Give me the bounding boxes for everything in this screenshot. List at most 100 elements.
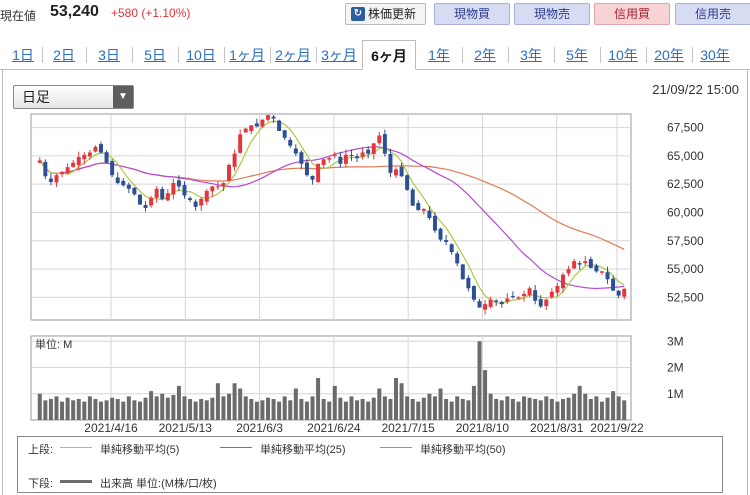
volume-bar <box>366 401 371 420</box>
date-axis-label: 2021/5/13 <box>159 421 213 435</box>
tab-period[interactable]: 5日 <box>144 47 166 63</box>
candle-body <box>188 198 193 201</box>
margin-sell-button[interactable]: 信用売 <box>675 3 750 25</box>
candle-body <box>360 152 365 157</box>
volume-bar <box>455 396 460 420</box>
candle-body <box>165 193 170 201</box>
date-axis-label: 2021/7/15 <box>381 421 435 435</box>
candle-body <box>82 154 87 160</box>
price-change: +580 (+1.10%) <box>111 6 191 20</box>
volume-bar <box>483 370 488 420</box>
tab-separator <box>554 47 555 63</box>
volume-bar <box>527 397 532 420</box>
candle-body <box>87 152 92 157</box>
current-price-label: 現在値 <box>0 9 37 23</box>
candle-body <box>577 263 582 265</box>
volume-bar <box>510 399 515 420</box>
chevron-down-icon: ▼ <box>113 86 133 108</box>
volume-bar <box>494 399 499 420</box>
volume-bar <box>522 396 527 420</box>
candle-body <box>232 153 237 167</box>
price-axis-label: 55,000 <box>667 262 704 276</box>
volume-bar <box>154 396 159 420</box>
volume-bar <box>427 393 432 420</box>
volume-bar <box>410 399 415 420</box>
candle-body <box>265 115 270 120</box>
volume-bar <box>588 399 593 420</box>
candle-body <box>215 186 220 188</box>
tab-period[interactable]: 1ヶ月 <box>229 47 265 63</box>
margin-buy-button[interactable]: 信用買 <box>594 3 670 25</box>
tab-period[interactable]: 30年 <box>700 47 730 63</box>
volume-bar <box>182 396 187 420</box>
tab-separator <box>462 47 463 63</box>
candle-body <box>549 291 554 298</box>
date-axis-label: 2021/6/24 <box>307 421 361 435</box>
interval-select[interactable]: 日足 ▼ <box>13 85 134 109</box>
volume-bar <box>416 401 421 420</box>
volume-bar <box>126 396 131 420</box>
spot-buy-button[interactable]: 現物買 <box>434 3 510 25</box>
volume-bar <box>115 399 120 420</box>
volume-bar <box>254 401 259 420</box>
tab-period[interactable]: 10日 <box>186 47 216 63</box>
candle-body <box>355 156 360 159</box>
tab-separator <box>600 47 601 63</box>
candle-body <box>583 261 588 264</box>
tab-period[interactable]: 3ヶ月 <box>321 47 357 63</box>
volume-bar <box>349 396 354 420</box>
volume-bar <box>43 400 48 420</box>
tab-separator <box>646 47 647 63</box>
candle-body <box>43 161 48 177</box>
volume-bar <box>199 399 204 420</box>
tab-period[interactable]: 2ヶ月 <box>275 47 311 63</box>
tab-period[interactable]: 3日 <box>98 47 120 63</box>
spot-sell-button[interactable]: 現物売 <box>514 3 590 25</box>
volume-bar <box>616 396 621 420</box>
candle-body <box>288 139 293 146</box>
price-axis-label: 62,500 <box>667 177 704 191</box>
tab-separator <box>42 47 43 63</box>
date-axis-label: 2021/8/31 <box>530 421 584 435</box>
volume-bar <box>121 401 126 420</box>
candle-body <box>594 265 599 272</box>
volume-bar <box>505 396 510 420</box>
candle-body <box>332 154 337 156</box>
candle-body <box>293 148 298 154</box>
volume-unit-label: 単位: M <box>35 337 72 351</box>
volume-bar <box>399 383 404 420</box>
volume-bar <box>355 400 360 420</box>
candle-body <box>110 161 115 176</box>
volume-bar <box>193 401 198 420</box>
volume-bar <box>232 383 237 420</box>
candle-body <box>210 186 215 192</box>
volume-bar <box>210 397 215 420</box>
volume-bar <box>82 401 87 420</box>
candle-body <box>588 259 593 268</box>
volume-bar <box>171 395 176 420</box>
update-price-button[interactable]: ↻ 株価更新 <box>345 3 426 25</box>
volume-axis-label: 3M <box>667 334 684 348</box>
price-header: 現在値 53,240 +580 (+1.10%) ↻ 株価更新 現物買 現物売 … <box>0 0 750 32</box>
volume-bar <box>572 393 577 420</box>
price-axis-label: 57,500 <box>667 234 704 248</box>
tab-period[interactable]: 20年 <box>654 47 684 63</box>
legend-ma5-line <box>60 447 92 448</box>
tab-period[interactable]: 6ヶ月 <box>362 40 416 70</box>
candle-body <box>132 187 137 195</box>
tab-period[interactable]: 5年 <box>566 47 588 63</box>
tab-period[interactable]: 1日 <box>12 47 34 63</box>
tab-period[interactable]: 2年 <box>474 47 496 63</box>
tab-period[interactable]: 10年 <box>608 47 638 63</box>
price-axis-label: 65,000 <box>667 149 704 163</box>
candle-body <box>382 134 387 154</box>
candle-body <box>227 164 232 181</box>
volume-bar <box>54 396 59 420</box>
volume-bar <box>549 399 554 420</box>
tab-period[interactable]: 1年 <box>428 47 450 63</box>
tab-period[interactable]: 3年 <box>520 47 542 63</box>
volume-bar <box>460 399 465 420</box>
candle-body <box>243 128 248 133</box>
candle-body <box>143 205 148 208</box>
tab-period[interactable]: 2日 <box>53 47 75 63</box>
